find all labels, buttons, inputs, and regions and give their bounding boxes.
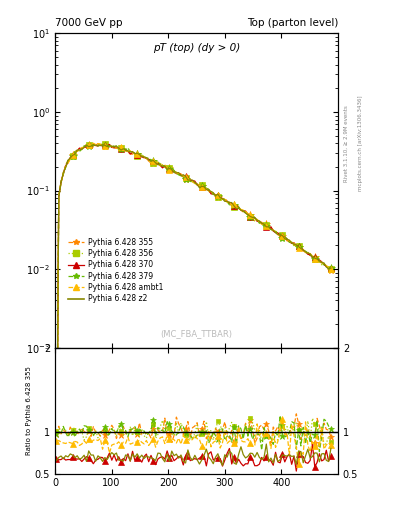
Pythia 6.428 355 [329, 267, 333, 273]
Pythia 6.428 ambt1 [130, 149, 135, 155]
Pythia 6.428 370 [273, 229, 278, 236]
Pythia 6.428 356 [209, 189, 213, 196]
Pythia 6.428 370 [107, 141, 112, 147]
Pythia 6.428 z2 [54, 504, 59, 510]
Pythia 6.428 356 [329, 266, 333, 272]
Text: (MC_FBA_TTBAR): (MC_FBA_TTBAR) [160, 329, 233, 338]
Line: Pythia 6.428 379: Pythia 6.428 379 [52, 139, 335, 511]
Pythia 6.428 ambt1 [209, 188, 213, 195]
Legend: Pythia 6.428 355, Pythia 6.428 356, Pythia 6.428 370, Pythia 6.428 379, Pythia 6: Pythia 6.428 355, Pythia 6.428 356, Pyth… [64, 234, 167, 306]
Pythia 6.428 356 [54, 506, 59, 512]
Pythia 6.428 z2 [91, 141, 96, 147]
Pythia 6.428 370 [329, 265, 333, 271]
Pythia 6.428 356 [321, 262, 326, 268]
Y-axis label: Ratio to Pythia 6.428 355: Ratio to Pythia 6.428 355 [26, 366, 32, 455]
Line: Pythia 6.428 355: Pythia 6.428 355 [52, 139, 335, 512]
Pythia 6.428 355 [114, 144, 119, 151]
Text: 7000 GeV pp: 7000 GeV pp [55, 18, 123, 28]
Pythia 6.428 ambt1 [246, 211, 250, 217]
Pythia 6.428 370 [54, 506, 59, 512]
Pythia 6.428 370 [114, 145, 119, 151]
Pythia 6.428 356 [114, 145, 119, 151]
Pythia 6.428 ambt1 [321, 261, 326, 267]
Pythia 6.428 z2 [114, 143, 119, 149]
Text: Rivet 3.1.10, ≥ 2.9M events: Rivet 3.1.10, ≥ 2.9M events [344, 105, 349, 182]
Pythia 6.428 379 [114, 143, 119, 149]
Pythia 6.428 356 [91, 141, 96, 147]
Pythia 6.428 ambt1 [54, 503, 59, 509]
Pythia 6.428 379 [321, 262, 326, 268]
Text: mcplots.cern.ch [arXiv:1306.3436]: mcplots.cern.ch [arXiv:1306.3436] [358, 96, 363, 191]
Line: Pythia 6.428 ambt1: Pythia 6.428 ambt1 [53, 140, 334, 510]
Pythia 6.428 355 [209, 191, 213, 197]
Pythia 6.428 z2 [321, 260, 326, 266]
Line: Pythia 6.428 370: Pythia 6.428 370 [53, 141, 334, 512]
Pythia 6.428 379 [130, 149, 135, 155]
Pythia 6.428 379 [273, 228, 278, 234]
Pythia 6.428 379 [54, 504, 59, 510]
Pythia 6.428 356 [130, 151, 135, 157]
Pythia 6.428 z2 [329, 265, 333, 271]
Pythia 6.428 ambt1 [91, 140, 96, 146]
Pythia 6.428 355 [246, 211, 250, 217]
Pythia 6.428 z2 [246, 211, 250, 218]
Pythia 6.428 379 [98, 140, 103, 146]
Pythia 6.428 z2 [209, 188, 213, 195]
Pythia 6.428 370 [209, 191, 213, 197]
Pythia 6.428 355 [321, 261, 326, 267]
Pythia 6.428 ambt1 [273, 228, 278, 234]
Pythia 6.428 370 [246, 211, 250, 218]
Pythia 6.428 370 [130, 150, 135, 156]
Text: Top (parton level): Top (parton level) [246, 18, 338, 28]
Pythia 6.428 379 [246, 210, 250, 217]
Pythia 6.428 z2 [273, 230, 278, 236]
Line: Pythia 6.428 356: Pythia 6.428 356 [54, 141, 334, 512]
Pythia 6.428 355 [130, 151, 135, 157]
Pythia 6.428 355 [273, 228, 278, 234]
Pythia 6.428 ambt1 [114, 145, 119, 151]
Line: Pythia 6.428 z2: Pythia 6.428 z2 [57, 144, 331, 507]
Pythia 6.428 370 [321, 262, 326, 268]
Text: pT (top) (dy > 0): pT (top) (dy > 0) [153, 42, 240, 53]
Pythia 6.428 356 [246, 211, 250, 218]
Pythia 6.428 379 [329, 265, 333, 271]
Pythia 6.428 355 [54, 505, 59, 511]
Pythia 6.428 ambt1 [329, 266, 333, 272]
Pythia 6.428 355 [105, 140, 110, 146]
Pythia 6.428 379 [209, 188, 213, 194]
Pythia 6.428 z2 [130, 148, 135, 155]
Pythia 6.428 356 [273, 228, 278, 234]
